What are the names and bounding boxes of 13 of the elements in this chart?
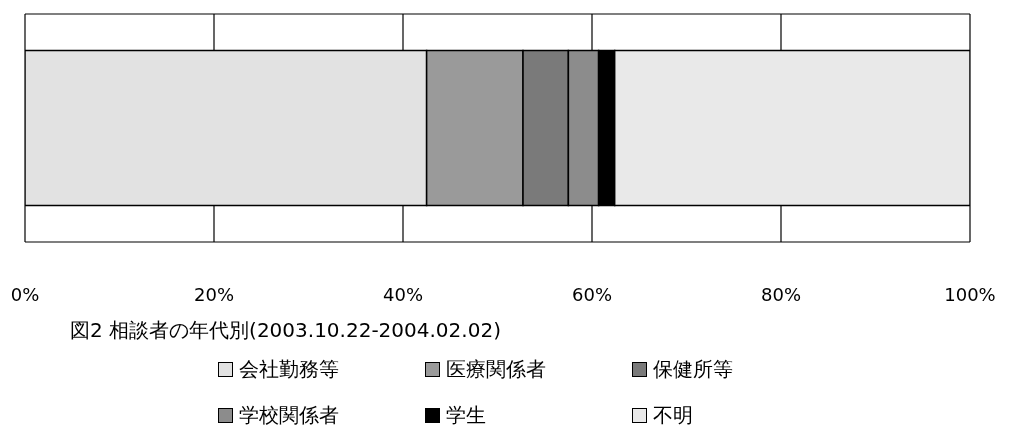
legend-label: 医療関係者 [446,355,546,383]
legend-label: 学校関係者 [239,401,339,429]
legend-label: 保健所等 [653,355,733,383]
x-tick-label: 60% [571,283,613,305]
x-tick-label: 100% [944,283,996,305]
x-tick-label: 20% [193,283,235,305]
x-tick-label: 40% [382,283,424,305]
legend-label: 不明 [653,401,693,429]
x-tick-label: 80% [760,283,802,305]
legend-label: 会社勤務等 [239,355,339,383]
legend-label: 学生 [446,401,486,429]
text: 図2 相談者の年代別(2003.10.22-2004.02.02) [70,317,501,344]
x-tick-label: 0% [10,283,40,305]
